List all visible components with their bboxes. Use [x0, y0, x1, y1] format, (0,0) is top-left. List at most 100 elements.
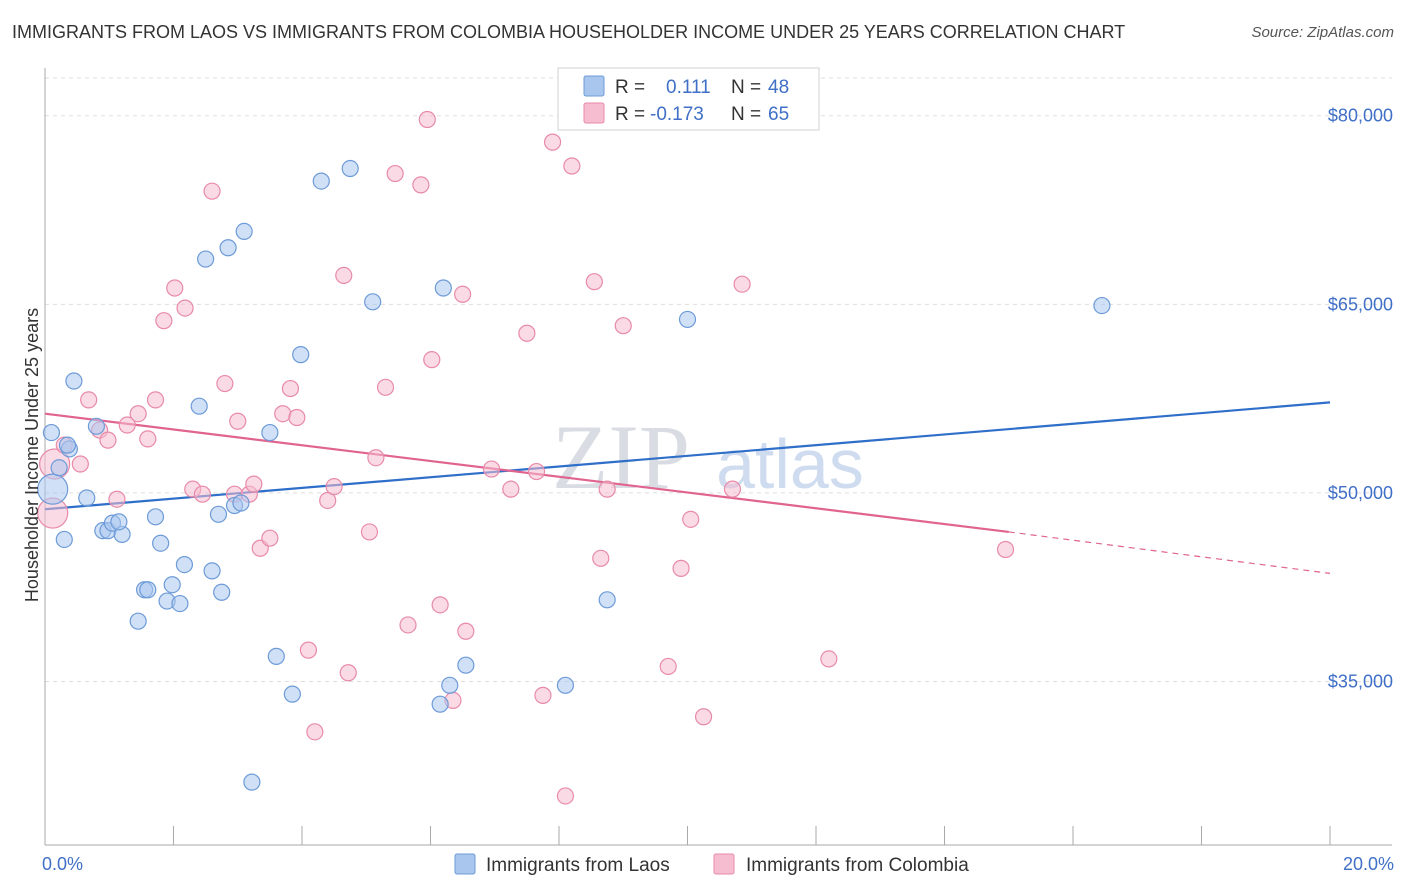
point-colombia: [502, 480, 520, 498]
point-laos: [364, 293, 382, 311]
point-colombia: [274, 405, 292, 423]
bottom-legend-label-laos: Immigrants from Laos: [486, 855, 670, 876]
point-laos: [261, 423, 279, 442]
trend-line-laos: [44, 401, 1331, 511]
bottom-legend-swatch-laos: [454, 853, 476, 875]
point-laos: [65, 372, 83, 390]
chart-source: Source: ZipAtlas.com: [1251, 24, 1394, 41]
point-laos: [163, 576, 181, 594]
point-colombia: [672, 559, 690, 577]
point-colombia: [592, 549, 610, 567]
point-colombia: [996, 540, 1015, 559]
point-colombia: [614, 317, 632, 335]
point-laos: [146, 508, 165, 526]
legend-swatch-colombia: [583, 102, 605, 124]
legend-r-value-laos: 0.111: [666, 77, 711, 98]
point-laos: [292, 346, 310, 364]
point-colombia: [543, 133, 562, 151]
point-colombia: [556, 787, 575, 805]
point-colombia: [733, 275, 751, 293]
point-colombia: [423, 351, 441, 369]
point-laos: [556, 676, 575, 694]
point-colombia: [335, 266, 353, 285]
point-laos: [209, 505, 228, 523]
point-laos: [219, 239, 237, 257]
point-laos: [55, 530, 73, 549]
point-laos: [232, 494, 250, 512]
point-laos: [678, 310, 697, 329]
grid: [45, 77, 1392, 683]
point-colombia: [193, 485, 212, 503]
point-laos: [267, 647, 285, 665]
point-colombia: [431, 596, 449, 614]
point-colombia: [325, 478, 343, 496]
point-laos: [129, 612, 147, 630]
point-colombia: [129, 405, 147, 423]
point-laos: [203, 562, 221, 580]
point-colombia: [376, 378, 395, 396]
point-laos: [457, 656, 475, 674]
point-laos: [37, 473, 69, 505]
point-colombia: [245, 475, 263, 493]
point-laos: [341, 159, 359, 178]
point-laos: [110, 513, 128, 531]
legend-n-label-laos: N =: [731, 77, 761, 98]
legend-r-label-laos: R =: [615, 77, 645, 98]
y-tick-label: $80,000: [1328, 106, 1393, 126]
legend-n-value-laos: 48: [768, 77, 789, 98]
point-colombia: [418, 110, 436, 129]
point-colombia: [694, 708, 713, 726]
point-laos: [243, 773, 261, 791]
point-colombia: [454, 285, 472, 303]
point-colombia: [99, 431, 117, 449]
point-colombia: [146, 391, 165, 409]
point-laos: [139, 581, 157, 599]
point-colombia: [299, 641, 318, 659]
point-colombia: [534, 686, 552, 704]
point-laos: [312, 172, 330, 190]
point-colombia: [360, 523, 379, 541]
legend-swatch-laos: [583, 75, 605, 97]
trend-lines: [44, 401, 1331, 575]
point-colombia: [71, 455, 89, 473]
point-laos: [152, 534, 170, 552]
point-colombia: [482, 460, 501, 478]
point-colombia: [118, 416, 136, 434]
point-laos: [213, 583, 231, 601]
point-colombia: [139, 430, 157, 448]
point-laos: [175, 556, 194, 574]
point-colombia: [659, 657, 677, 676]
point-colombia: [598, 480, 616, 498]
point-laos: [283, 685, 301, 703]
series-legend: Immigrants from Laos Immigrants from Col…: [454, 853, 969, 876]
point-laos: [197, 250, 215, 268]
point-colombia: [281, 379, 300, 398]
point-colombia: [682, 510, 700, 528]
point-laos: [58, 436, 77, 454]
point-colombia: [585, 273, 603, 291]
point-laos: [434, 279, 452, 297]
point-colombia: [306, 723, 324, 741]
point-colombia: [723, 480, 742, 498]
point-colombia: [176, 299, 194, 317]
point-colombia: [527, 462, 546, 481]
point-laos: [235, 222, 253, 240]
point-colombia: [820, 650, 838, 668]
x-tick-label: 20.0%: [1343, 854, 1394, 874]
point-colombia: [261, 529, 279, 547]
point-colombia: [412, 176, 430, 194]
point-colombia: [108, 490, 126, 508]
y-tick-label: $35,000: [1328, 672, 1393, 692]
point-laos: [87, 417, 106, 435]
bottom-legend-label-colombia: Immigrants from Colombia: [746, 855, 969, 876]
point-colombia: [155, 312, 173, 330]
point-colombia: [457, 622, 475, 640]
y-tick-label: $50,000: [1328, 483, 1393, 503]
point-colombia: [216, 374, 234, 393]
point-laos: [431, 695, 449, 713]
chart-title: IMMIGRANTS FROM LAOS VS IMMIGRANTS FROM …: [12, 22, 1126, 42]
point-colombia: [229, 412, 247, 430]
legend-n-value-colombia: 65: [768, 104, 789, 125]
data-points: [37, 110, 1111, 805]
